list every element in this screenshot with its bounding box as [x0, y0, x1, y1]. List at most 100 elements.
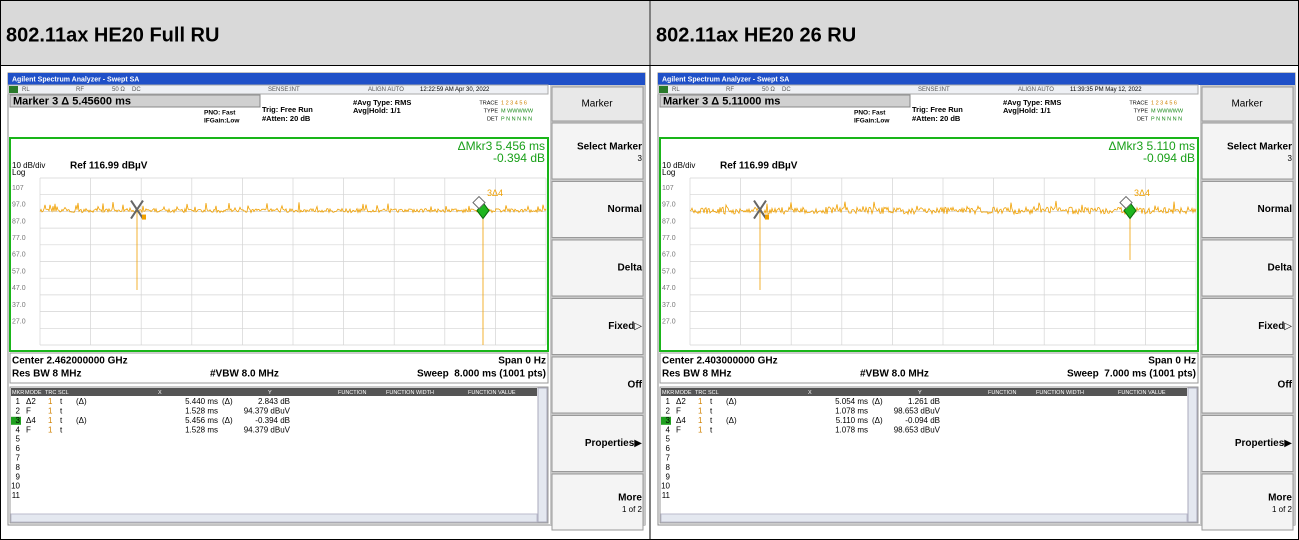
- selected-row-flag: [661, 416, 671, 425]
- table-cell: F: [676, 407, 681, 416]
- softkey-label: Delta: [1268, 263, 1293, 274]
- table-header-cell: SCL: [58, 390, 69, 396]
- scale-log: Log: [12, 168, 25, 177]
- status-text: SENSE:INT: [918, 87, 950, 93]
- softkey: [1201, 356, 1294, 414]
- softkey: [551, 473, 644, 531]
- table-cell: 1.078 ms: [835, 425, 868, 434]
- table-header-cell: FUNCTION WIDTH: [386, 390, 434, 396]
- y-axis-label: 87.0: [662, 218, 676, 225]
- softkey: [1201, 86, 1294, 122]
- softkey: [551, 181, 644, 238]
- softkey: [1201, 473, 1294, 531]
- table-header-cell: TRC: [695, 390, 706, 396]
- table-cell: 1.078 ms: [835, 407, 868, 416]
- table-cell: 2.843 dB: [258, 397, 290, 406]
- softkey-label: Properties▶: [1235, 438, 1292, 449]
- heading-cell: [1, 1, 649, 65]
- setting-text: #Avg Type: RMS: [1003, 98, 1061, 107]
- status-text: RL: [672, 87, 680, 93]
- table-cell: 7: [16, 454, 21, 463]
- table-cell: 10: [11, 482, 20, 491]
- softkey: [1201, 122, 1294, 180]
- table-cell: 2: [16, 407, 21, 416]
- trace-info-value: M WWWWW: [501, 108, 534, 114]
- y-axis-label: 107: [12, 185, 24, 192]
- softkey-label: Delta: [618, 263, 643, 274]
- setting-text: Avg|Hold: 1/1: [1003, 106, 1051, 115]
- softkey-label: Off: [628, 380, 643, 391]
- status-text: 50 Ω: [112, 87, 125, 93]
- table-cell: F: [26, 425, 31, 434]
- trace: [39, 201, 547, 345]
- status-text: 11:39:35 PM May 12, 2022: [1070, 87, 1142, 93]
- table-cell: 1.261 dB: [908, 397, 940, 406]
- setting-text: PNO: Fast: [204, 110, 236, 117]
- table-header-cell: FUNCTION WIDTH: [1036, 390, 1084, 396]
- status-text: 50 Ω: [762, 87, 775, 93]
- setting-text: IFGain:Low: [854, 118, 890, 125]
- y-axis-label: 97.0: [12, 202, 26, 209]
- scale-text: 10 dB/div: [662, 161, 695, 170]
- ref-level: Ref 116.99 dBµV: [70, 161, 148, 172]
- y-axis-label: 77.0: [662, 235, 676, 242]
- footer-text: #VBW 8.0 MHz: [210, 369, 279, 380]
- table-cell: 6: [666, 444, 671, 453]
- y-axis-label: 77.0: [12, 235, 26, 242]
- y-axis-label: 67.0: [12, 252, 26, 259]
- status-text: 12:22:59 AM Apr 30, 2022: [420, 87, 490, 93]
- table-header-cell: Y: [268, 390, 272, 396]
- softkey: [551, 239, 644, 297]
- softkey-label: Normal: [608, 204, 643, 215]
- status-text: DC: [782, 87, 791, 93]
- footer-text: Sweep 8.000 ms (1001 pts): [417, 369, 546, 380]
- table-header-cell: X: [158, 390, 162, 396]
- y-axis-label: 37.0: [12, 302, 26, 309]
- footer-box: [9, 352, 549, 384]
- softkey: [551, 298, 644, 355]
- marker-readout: Marker 3 Δ 5.11000 ms: [663, 95, 780, 107]
- table-cell: 5: [666, 435, 671, 444]
- scrollbar: [537, 387, 548, 523]
- table-cell: 94.379 dBuV: [244, 407, 291, 416]
- heading-cell: [651, 1, 1298, 65]
- table-cell: F: [26, 407, 31, 416]
- trace-info-value: 1 2 3 4 5 6: [501, 100, 527, 106]
- table-cell: t: [60, 407, 63, 416]
- y-axis-label: 27.0: [12, 318, 26, 325]
- table-cell: 1: [16, 397, 21, 406]
- table-cell: (Δ): [222, 397, 233, 406]
- softkey: [1201, 298, 1294, 355]
- trace-info-label: TRACE: [1129, 100, 1148, 106]
- analyzer-screenshot: Agilent Spectrum Analyzer - Swept SA RL RF…: [657, 72, 1296, 531]
- table-cell: 4: [666, 425, 671, 434]
- marker-table-header: [11, 388, 537, 396]
- footer-text: Span 0 Hz: [1148, 356, 1196, 367]
- table-cell: t: [710, 407, 713, 416]
- trace: [689, 200, 1197, 290]
- softkey-label: More: [618, 493, 642, 504]
- table-cell: (Δ): [872, 397, 883, 406]
- y-axis-label: 97.0: [662, 202, 676, 209]
- table-cell: 8: [666, 463, 671, 472]
- table-header-cell: MKR: [12, 390, 24, 396]
- marker-readout: Marker 3 Δ 5.45600 ms: [13, 95, 131, 107]
- softkey: [551, 86, 644, 122]
- table-cell: 1: [698, 397, 703, 406]
- table-cell: Δ2: [26, 397, 36, 406]
- title-bar-text: Agilent Spectrum Analyzer - Swept SA: [662, 76, 789, 83]
- trace-info-label: DET: [487, 116, 499, 122]
- table-cell: 1: [666, 397, 671, 406]
- scrollbar: [1187, 387, 1198, 523]
- footer-text: Center 2.462000000 GHz: [12, 356, 128, 367]
- table-cell: 9: [16, 472, 21, 481]
- delta-marker: -0.094 dB: [1143, 151, 1195, 165]
- setting-text: Trig: Free Run: [262, 105, 313, 114]
- title-bar: [8, 73, 645, 85]
- table-cell: 1.528 ms: [185, 425, 218, 434]
- table-header-cell: FUNCTION: [988, 390, 1016, 396]
- trace-info-label: TYPE: [484, 108, 499, 114]
- setting-text: IFGain:Low: [204, 118, 240, 125]
- rl-badge: [659, 86, 668, 93]
- softkey-sub: 3: [1288, 154, 1293, 163]
